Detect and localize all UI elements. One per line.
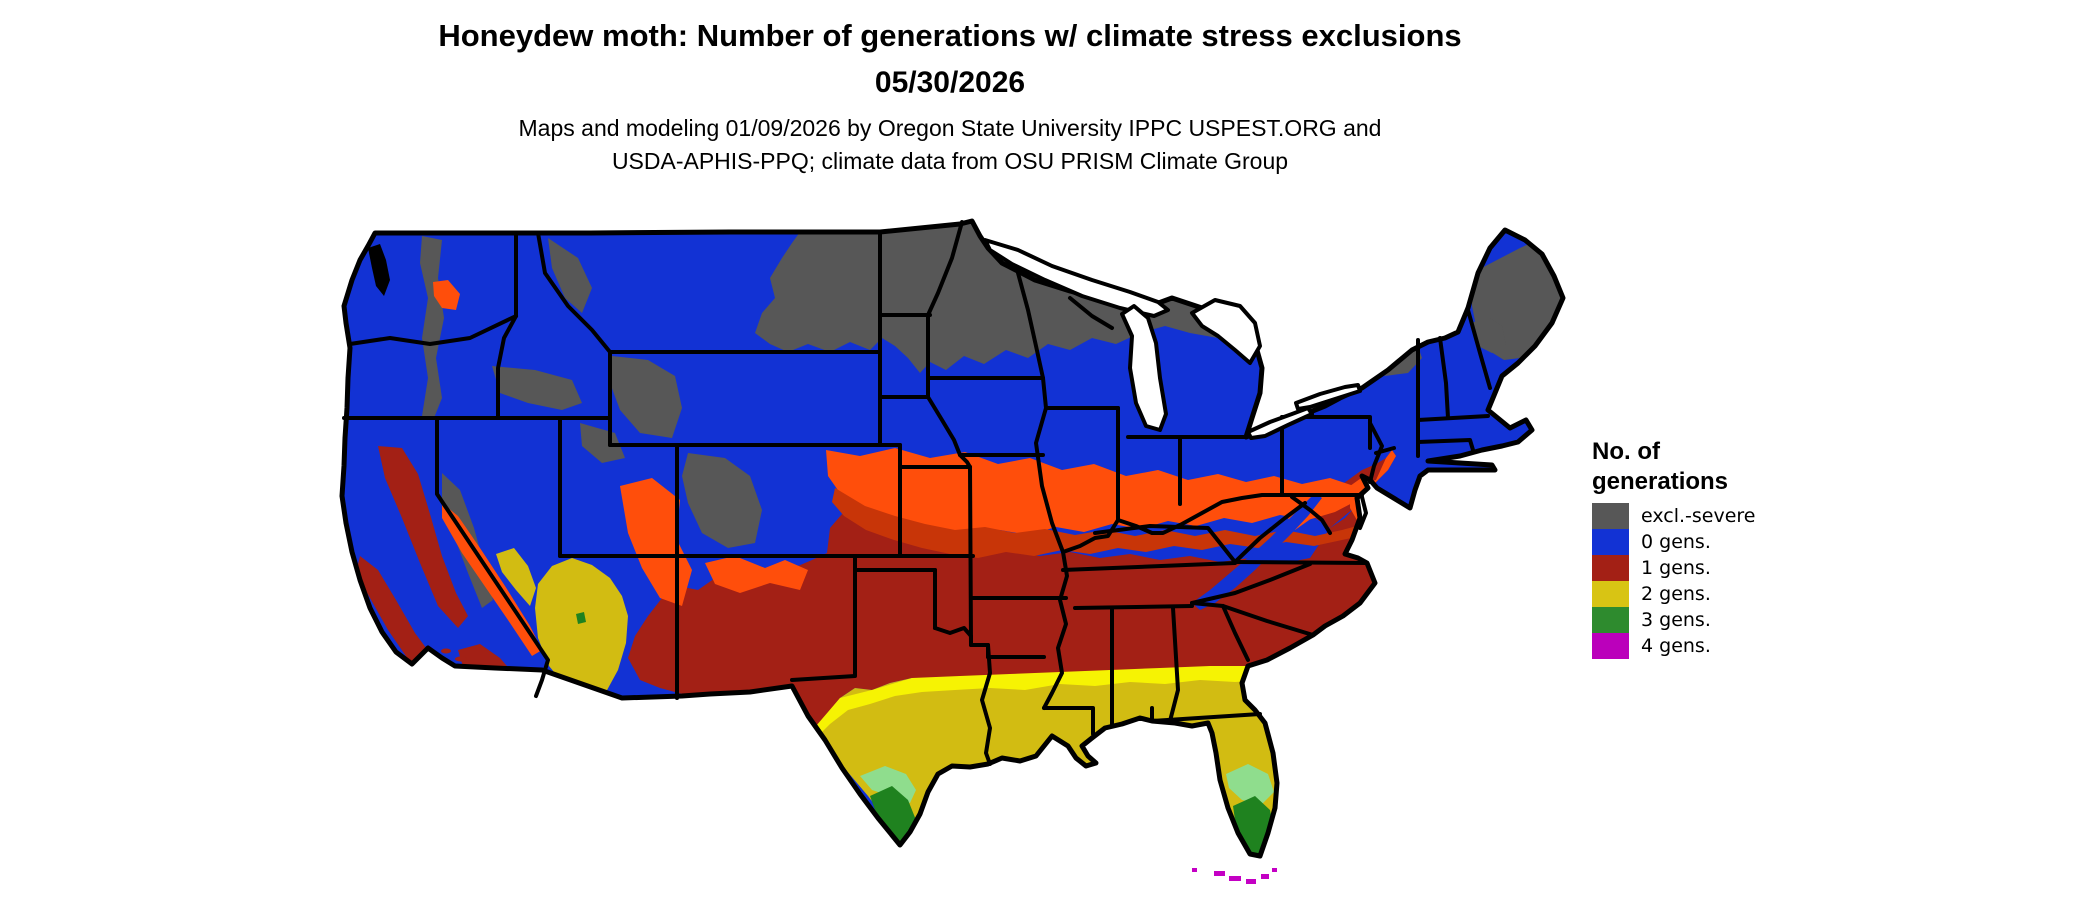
legend-label: 1 gens. [1641,557,1711,579]
map-date: 05/30/2026 [874,66,1026,99]
lake-superior [983,238,1170,318]
map-layer-3-gens-light-edge [860,764,1274,804]
lake-michigan [1120,304,1168,432]
map-layer-2-gens-bright-edge [816,662,1362,732]
legend-swatch [1592,555,1629,581]
map-appalachian-blue-streak [1192,493,1322,610]
legend-swatch [1592,581,1629,607]
map-title: Honeydew moth: Number of generations w/ … [438,18,1462,53]
legend-label: 3 gens. [1641,609,1711,631]
map-layer-4-gens-keys [1192,868,1277,884]
lake-erie [1246,406,1314,440]
us-generations-map [330,218,1570,893]
page-subtitle: Maps and modeling 01/09/2026 by Oregon S… [0,112,1900,178]
legend-item: excl.-severe [1592,503,1892,529]
us-map-svg [339,218,1566,884]
legend-label: 0 gens. [1641,531,1711,553]
legend-item: 4 gens. [1592,633,1892,659]
legend-swatch [1592,607,1629,633]
lake-huron [1190,298,1262,365]
legend-swatch [1592,529,1629,555]
legend-title-line1: No. of [1592,438,1660,465]
lake-ontario [1294,383,1362,411]
state-borders [342,220,1492,766]
puget-sound [368,244,390,296]
subtitle-credits-line1: Maps and modeling 01/09/2026 by Oregon S… [518,115,1382,141]
great-lakes [983,238,1362,440]
legend-item: 1 gens. [1592,555,1892,581]
legend-rows: excl.-severe 0 gens. 1 gens. 2 gens. 3 gens.… [1592,503,1892,659]
legend-item: 3 gens. [1592,607,1892,633]
page-title: Honeydew moth: Number of generations w/ … [0,18,1900,100]
legend-item: 0 gens. [1592,529,1892,555]
legend: No. of generations excl.-severe 0 gens. 1 … [1592,437,1892,659]
subtitle-credits-line2: USDA-APHIS-PPQ; climate data from OSU PR… [611,148,1289,174]
legend-swatch [1592,633,1629,659]
legend-label: 4 gens. [1641,635,1711,657]
legend-label: 2 gens. [1641,583,1711,605]
legend-title-line2: generations [1592,468,1729,495]
legend-swatch [1592,503,1629,529]
map-layer-excl-severe [420,221,1563,608]
us-border-outline [339,218,1566,859]
legend-item: 2 gens. [1592,581,1892,607]
legend-label: excl.-severe [1641,505,1756,527]
